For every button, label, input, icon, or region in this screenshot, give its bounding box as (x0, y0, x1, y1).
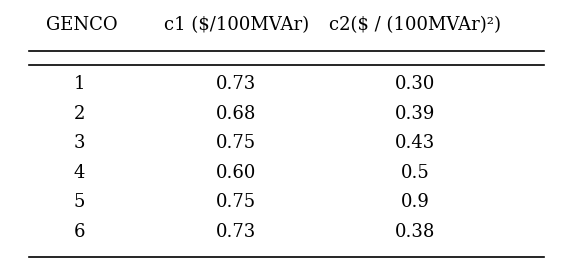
Text: 5: 5 (74, 193, 85, 211)
Text: 0.30: 0.30 (395, 75, 436, 93)
Text: c2($ / (100MVAr)²): c2($ / (100MVAr)²) (329, 16, 501, 34)
Text: c1 ($/100MVAr): c1 ($/100MVAr) (164, 16, 309, 34)
Text: 0.75: 0.75 (216, 134, 256, 152)
Text: 0.9: 0.9 (401, 193, 430, 211)
Text: 0.73: 0.73 (216, 75, 256, 93)
Text: 3: 3 (74, 134, 85, 152)
Text: 4: 4 (74, 164, 85, 182)
Text: 0.73: 0.73 (216, 223, 256, 241)
Text: 6: 6 (74, 223, 85, 241)
Text: 0.75: 0.75 (216, 193, 256, 211)
Text: GENCO: GENCO (46, 16, 118, 34)
Text: 0.5: 0.5 (401, 164, 429, 182)
Text: 0.43: 0.43 (395, 134, 436, 152)
Text: 0.60: 0.60 (216, 164, 256, 182)
Text: 1: 1 (74, 75, 85, 93)
Text: 2: 2 (74, 105, 85, 123)
Text: 0.68: 0.68 (216, 105, 256, 123)
Text: 0.39: 0.39 (395, 105, 436, 123)
Text: 0.38: 0.38 (395, 223, 436, 241)
